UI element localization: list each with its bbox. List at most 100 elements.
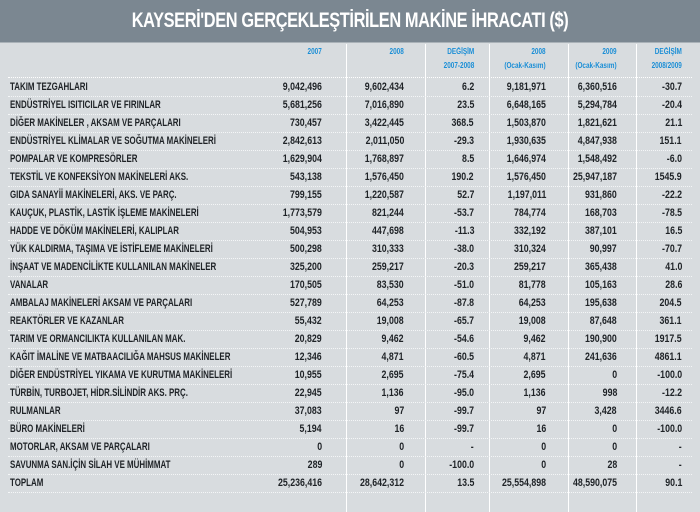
row-value: 4861.1 <box>655 351 682 363</box>
row-value: 0 <box>399 441 404 453</box>
row-value: 87,648 <box>590 315 617 327</box>
row-label: ENDÜSTRİYEL ISITICILAR VE FIRINLAR <box>10 99 161 111</box>
table-row: BÜRO MAKİNELERİ 5,194 16 -99.7 16 0 -100.0 <box>8 420 692 439</box>
row-value: 4,847,938 <box>577 135 617 147</box>
row-value: 4,871 <box>381 351 404 363</box>
table-row: TAKIM TEZGAHLARI 9,042,496 9,602,434 6.2 9,1… <box>8 78 692 97</box>
row-value: -38.0 <box>453 243 474 255</box>
row-value: 447,698 <box>372 225 404 237</box>
row-value: 931,860 <box>585 189 617 201</box>
row-value: 1,220,587 <box>364 189 404 201</box>
row-value: 325,200 <box>290 261 322 273</box>
row-label: SAVUNMA SAN.İÇİN SİLAH VE MÜHİMMAT <box>10 459 171 471</box>
row-value: 310,333 <box>372 243 404 255</box>
row-value: 0 <box>612 423 617 435</box>
row-value: 16.5 <box>664 225 682 237</box>
row-value: 195,638 <box>585 297 617 309</box>
table-row: ENDÜSTRİYEL ISITICILAR VE FIRINLAR 5,681,… <box>8 96 692 115</box>
row-value: -60.5 <box>453 351 474 363</box>
row-value: 504,953 <box>290 225 322 237</box>
table-row: VANALAR 170,505 83,530 -51.0 81,778 105,163 28… <box>8 276 692 295</box>
row-value: -11.3 <box>454 225 474 237</box>
column-header-title: 2009 <box>602 47 617 56</box>
row-value: -22.2 <box>661 189 682 201</box>
row-value: 28,642,312 <box>359 477 404 489</box>
column-header-subtitle: 2007-2008 <box>443 61 474 70</box>
row-value: 10,955 <box>295 369 322 381</box>
row-label: TAKIM TEZGAHLARI <box>10 81 88 93</box>
row-value: -99.7 <box>453 405 474 417</box>
row-value: -100.0 <box>449 459 474 471</box>
column-header-title: 2008 <box>389 47 404 56</box>
row-value: 1,503,870 <box>506 117 546 129</box>
column-header: 2008 (Ocak-Kasım) <box>505 45 546 73</box>
row-value: 241,636 <box>585 351 617 363</box>
row-label: ENDÜSTRİYEL KLİMALAR VE SOĞUTMA MAKİNELE… <box>10 135 216 147</box>
row-value: 28.6 <box>664 279 682 291</box>
title-bar: KAYSERİ'DEN GERÇEKLEŞTİRİLEN MAKİNE İHRA… <box>0 0 700 43</box>
row-value: 6,360,516 <box>577 81 617 93</box>
row-value: 9,042,496 <box>282 81 322 93</box>
row-value: 387,101 <box>585 225 617 237</box>
row-label: REAKTÖRLER VE KAZANLAR <box>10 315 124 327</box>
row-value: 543,138 <box>290 171 322 183</box>
column-divider <box>636 44 637 512</box>
row-label: HADDE VE DÖKÜM MAKİNELERİ, KALIPLAR <box>10 225 179 237</box>
row-value: 190,900 <box>585 333 617 345</box>
table-row: RULMANLAR 37,083 97 -99.7 97 3,428 3446.6 <box>8 402 692 421</box>
row-value: 170,505 <box>290 279 322 291</box>
row-value: 21.1 <box>664 117 682 129</box>
table-row: İNŞAAT VE MADENCİLİKTE KULLANILAN MAKİNE… <box>8 258 692 277</box>
row-value: 1,821,621 <box>577 117 617 129</box>
table-row: MOTORLAR, AKSAM VE PARÇALARI 0 0 - 0 0 - <box>8 438 692 457</box>
row-value: 1,768,897 <box>364 153 404 165</box>
table-row: AMBALAJ MAKİNELERİ AKSAM VE PARÇALARI 527… <box>8 294 692 313</box>
row-value: 13.5 <box>456 477 474 489</box>
row-label: KAUÇUK, PLASTİK, LASTİK İŞLEME MAKİNELER… <box>10 207 199 219</box>
row-value: 168,703 <box>585 207 617 219</box>
row-value: 3,422,445 <box>364 117 404 129</box>
table-row: TARIM VE ORMANCILIKTA KULLANILAN MAK. 20,… <box>8 330 692 349</box>
row-value: -95.0 <box>453 387 474 399</box>
row-value: 90.1 <box>664 477 682 489</box>
column-header: 2009 (Ocak-Kasım) <box>576 45 617 73</box>
row-value: 332,192 <box>514 225 546 237</box>
column-divider <box>425 44 426 512</box>
column-header: 2007 <box>308 45 322 73</box>
column-header: 2008 <box>390 45 404 73</box>
row-value: 9,462 <box>523 333 546 345</box>
row-value: 365,438 <box>585 261 617 273</box>
row-value: -54.6 <box>453 333 474 345</box>
row-value: 1,136 <box>381 387 404 399</box>
row-value: 259,217 <box>514 261 546 273</box>
row-value: 784,774 <box>514 207 546 219</box>
page-title: KAYSERİ'DEN GERÇEKLEŞTİRİLEN MAKİNE İHRA… <box>131 9 569 32</box>
row-value: 1,576,450 <box>506 171 546 183</box>
row-value: 105,163 <box>585 279 617 291</box>
row-value: 9,602,434 <box>364 81 404 93</box>
row-label: YÜK KALDIRMA, TAŞIMA VE İSTİFLEME MAKİNE… <box>10 243 213 255</box>
row-label: BÜRO MAKİNELERİ <box>10 423 85 435</box>
row-value: 259,217 <box>372 261 404 273</box>
column-header-subtitle: (Ocak-Kasım) <box>504 61 546 70</box>
row-value: 1,548,492 <box>577 153 617 165</box>
row-label: GIDA SANAYİİ MAKİNELERİ, AKS. VE PARÇ. <box>10 189 177 201</box>
table-row: HADDE VE DÖKÜM MAKİNELERİ, KALIPLAR 504,9… <box>8 222 692 241</box>
row-value: 5,294,784 <box>577 99 617 111</box>
table-row: SAVUNMA SAN.İÇİN SİLAH VE MÜHİMMAT 289 0 -1… <box>8 456 692 475</box>
row-value: -70.7 <box>661 243 682 255</box>
row-value: 83,530 <box>377 279 404 291</box>
table-row: KAĞIT İMALİNE VE MATBAACILIĞA MAHSUS MAK… <box>8 348 692 367</box>
row-value: 48,590,075 <box>572 477 617 489</box>
row-value: 1,197,011 <box>507 189 546 201</box>
row-value: 8.5 <box>461 153 474 165</box>
row-value: 25,947,187 <box>572 171 617 183</box>
row-value: 97 <box>394 405 404 417</box>
row-value: 799,155 <box>290 189 322 201</box>
row-value: -100.0 <box>657 369 682 381</box>
row-value: 9,181,971 <box>506 81 546 93</box>
row-value: 1,646,974 <box>506 153 546 165</box>
row-value: 289 <box>307 459 322 471</box>
row-value: 361.1 <box>659 315 682 327</box>
row-value: 41.0 <box>664 261 682 273</box>
